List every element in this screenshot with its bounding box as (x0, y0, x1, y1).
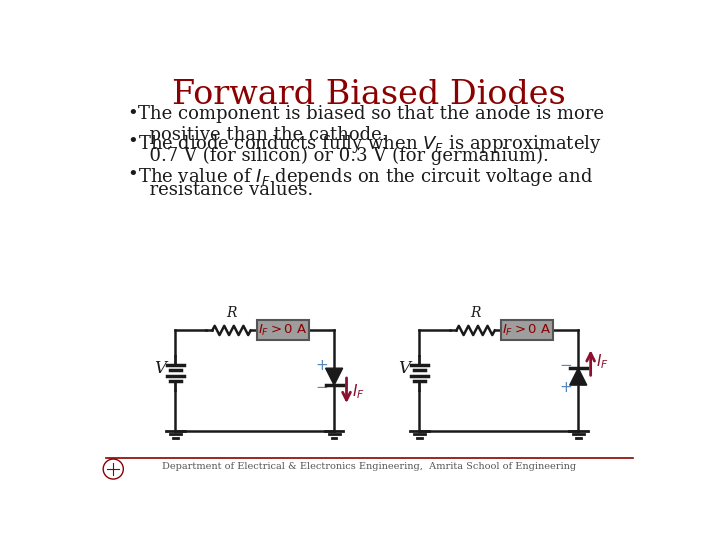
Text: R: R (470, 306, 481, 320)
Text: The diode conducts fully when $V_F$ is approximately: The diode conducts fully when $V_F$ is a… (138, 132, 602, 154)
Text: •: • (127, 105, 138, 123)
Text: +: + (315, 359, 328, 373)
Text: The component is biased so that the anode is more
  positive than the cathode.: The component is biased so that the anod… (138, 105, 604, 144)
Bar (256, 320, 310, 340)
Text: The value of $I_F$ depends on the circuit voltage and: The value of $I_F$ depends on the circui… (138, 166, 593, 188)
Text: $I_F > 0$ A: $I_F > 0$ A (503, 323, 552, 338)
Text: $I_F > 0$ A: $I_F > 0$ A (258, 323, 307, 338)
Text: 0.7 V (for silicon) or 0.3 V (for germanium).: 0.7 V (for silicon) or 0.3 V (for german… (138, 147, 549, 165)
Text: •: • (127, 166, 138, 185)
Text: •: • (127, 132, 138, 151)
Text: +: + (559, 380, 572, 395)
Text: resistance values.: resistance values. (138, 181, 313, 199)
Text: −: − (559, 359, 572, 373)
Text: Department of Electrical & Electronics Engineering,  Amrita School of Engineerin: Department of Electrical & Electronics E… (162, 462, 576, 471)
Text: $I_F$: $I_F$ (596, 352, 609, 370)
Text: Forward Biased Diodes: Forward Biased Diodes (172, 79, 566, 111)
Text: −: − (315, 380, 328, 395)
Text: $I_F$: $I_F$ (352, 383, 365, 401)
Polygon shape (325, 368, 343, 385)
Polygon shape (570, 368, 587, 385)
Bar (500, 320, 554, 340)
Text: R: R (226, 306, 237, 320)
Text: V: V (154, 361, 166, 377)
Text: V: V (398, 361, 410, 377)
